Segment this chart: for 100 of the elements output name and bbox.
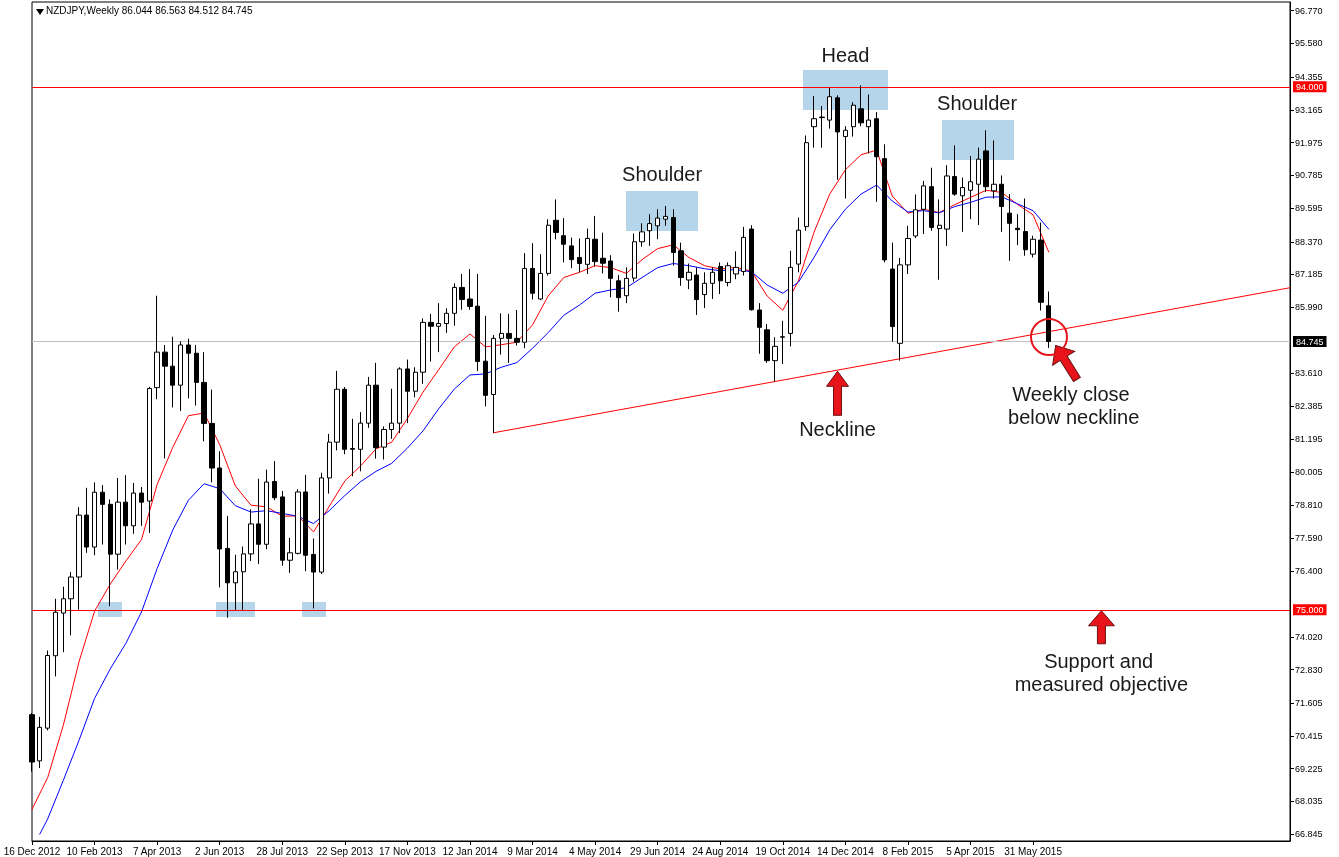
candlestick — [264, 469, 269, 550]
candlestick — [201, 351, 207, 442]
candlestick — [295, 488, 301, 555]
candlestick — [1046, 290, 1051, 349]
candlestick — [632, 233, 637, 283]
candlestick — [131, 482, 136, 535]
annotation: Neckline — [799, 418, 876, 441]
candlestick — [663, 205, 668, 227]
candlestick — [327, 433, 332, 495]
annotation: Head — [821, 43, 870, 66]
candlestick — [866, 93, 871, 154]
candlestick — [233, 554, 238, 611]
candlestick — [311, 537, 316, 609]
candlestick — [678, 242, 684, 287]
candlestick — [764, 323, 770, 364]
candlestick — [600, 232, 606, 274]
y-tick-label: 80.005 — [1295, 467, 1323, 478]
candlestick — [968, 155, 973, 220]
candlestick — [1030, 235, 1036, 258]
candlestick — [835, 94, 840, 181]
x-tick-label: 10 Feb 2013 — [66, 845, 124, 857]
candlestick — [459, 273, 465, 311]
candlestick — [45, 650, 50, 731]
candlestick — [991, 139, 997, 200]
y-tick-label: 74.020 — [1295, 631, 1323, 642]
candlestick — [256, 478, 261, 565]
candlestick — [61, 586, 66, 653]
annotation: Shoulder — [937, 92, 1018, 115]
y-tick-label: 71.605 — [1295, 698, 1323, 709]
y-tick-label: 87.185 — [1295, 269, 1323, 280]
candlestick — [897, 257, 903, 362]
candlestick — [92, 481, 97, 556]
candlestick — [170, 336, 175, 408]
x-tick-label: 2 Jun 2013 — [194, 845, 245, 857]
candlestick — [819, 105, 825, 149]
candlestick — [999, 174, 1004, 233]
candlestick — [506, 313, 512, 364]
candlestick — [616, 274, 621, 313]
candlestick — [553, 198, 559, 240]
candlestick — [952, 144, 957, 197]
candlestick — [592, 215, 598, 268]
candlestick — [827, 87, 832, 130]
annotation: Weekly close below neckline — [1008, 383, 1140, 429]
candlestick — [905, 225, 911, 275]
candlestick — [76, 506, 82, 611]
x-tick-label: 4 May 2014 — [568, 845, 622, 857]
candlestick — [186, 338, 191, 399]
candlestick — [108, 498, 113, 607]
y-tick-label: 93.165 — [1295, 104, 1323, 115]
candlestick — [929, 167, 934, 232]
candlestick — [139, 486, 144, 527]
y-tick-label: 95.580 — [1295, 38, 1323, 49]
candlestick — [858, 84, 864, 127]
x-tick-label: 31 May 2015 — [1004, 845, 1063, 857]
candlestick — [890, 242, 895, 343]
y-tick-label: 90.785 — [1295, 170, 1323, 181]
ref-line-label: 75.000 — [1296, 604, 1324, 615]
ref-line-label: 84.745 — [1296, 336, 1324, 347]
y-tick-label: 77.590 — [1295, 533, 1323, 544]
candlestick — [585, 228, 590, 275]
candlestick — [358, 411, 363, 472]
y-tick-label: 89.595 — [1295, 203, 1323, 214]
candlestick — [53, 598, 58, 677]
candlestick — [280, 490, 285, 567]
candlestick — [350, 418, 355, 477]
candlestick — [647, 213, 652, 247]
candlestick — [217, 450, 222, 588]
x-tick-label: 28 Jul 2013 — [256, 845, 309, 857]
candlestick — [874, 111, 879, 203]
candlestick — [882, 143, 887, 263]
candlestick — [624, 266, 629, 304]
candlestick — [608, 254, 613, 298]
x-tick-label: 22 Sep 2013 — [316, 845, 374, 857]
candlestick — [319, 472, 324, 575]
candlestick — [366, 376, 371, 429]
x-tick-label: 24 Aug 2014 — [692, 845, 749, 857]
candlestick — [976, 147, 981, 226]
candlestick — [84, 487, 89, 554]
candlestick — [921, 180, 926, 235]
x-tick-label: 9 Mar 2014 — [507, 845, 559, 857]
candlestick — [561, 217, 566, 263]
y-tick-label: 94.355 — [1295, 72, 1323, 83]
candlestick — [397, 366, 402, 434]
y-tick-label: 72.830 — [1295, 664, 1323, 675]
candlestick — [733, 250, 739, 280]
candlestick — [389, 388, 394, 440]
candlestick — [686, 263, 692, 290]
candlestick — [373, 362, 379, 460]
candlestick — [772, 336, 778, 383]
candlestick — [569, 237, 574, 269]
candlestick — [194, 344, 199, 407]
candlestick — [694, 266, 699, 316]
y-tick-label: 78.810 — [1295, 499, 1323, 510]
y-tick-label: 70.415 — [1295, 730, 1323, 741]
candlestick — [405, 359, 410, 424]
candlestick — [1023, 198, 1028, 257]
y-tick-label: 69.225 — [1295, 763, 1323, 774]
candlestick — [428, 313, 434, 362]
candlestick — [530, 242, 535, 301]
candlestick — [209, 389, 215, 483]
